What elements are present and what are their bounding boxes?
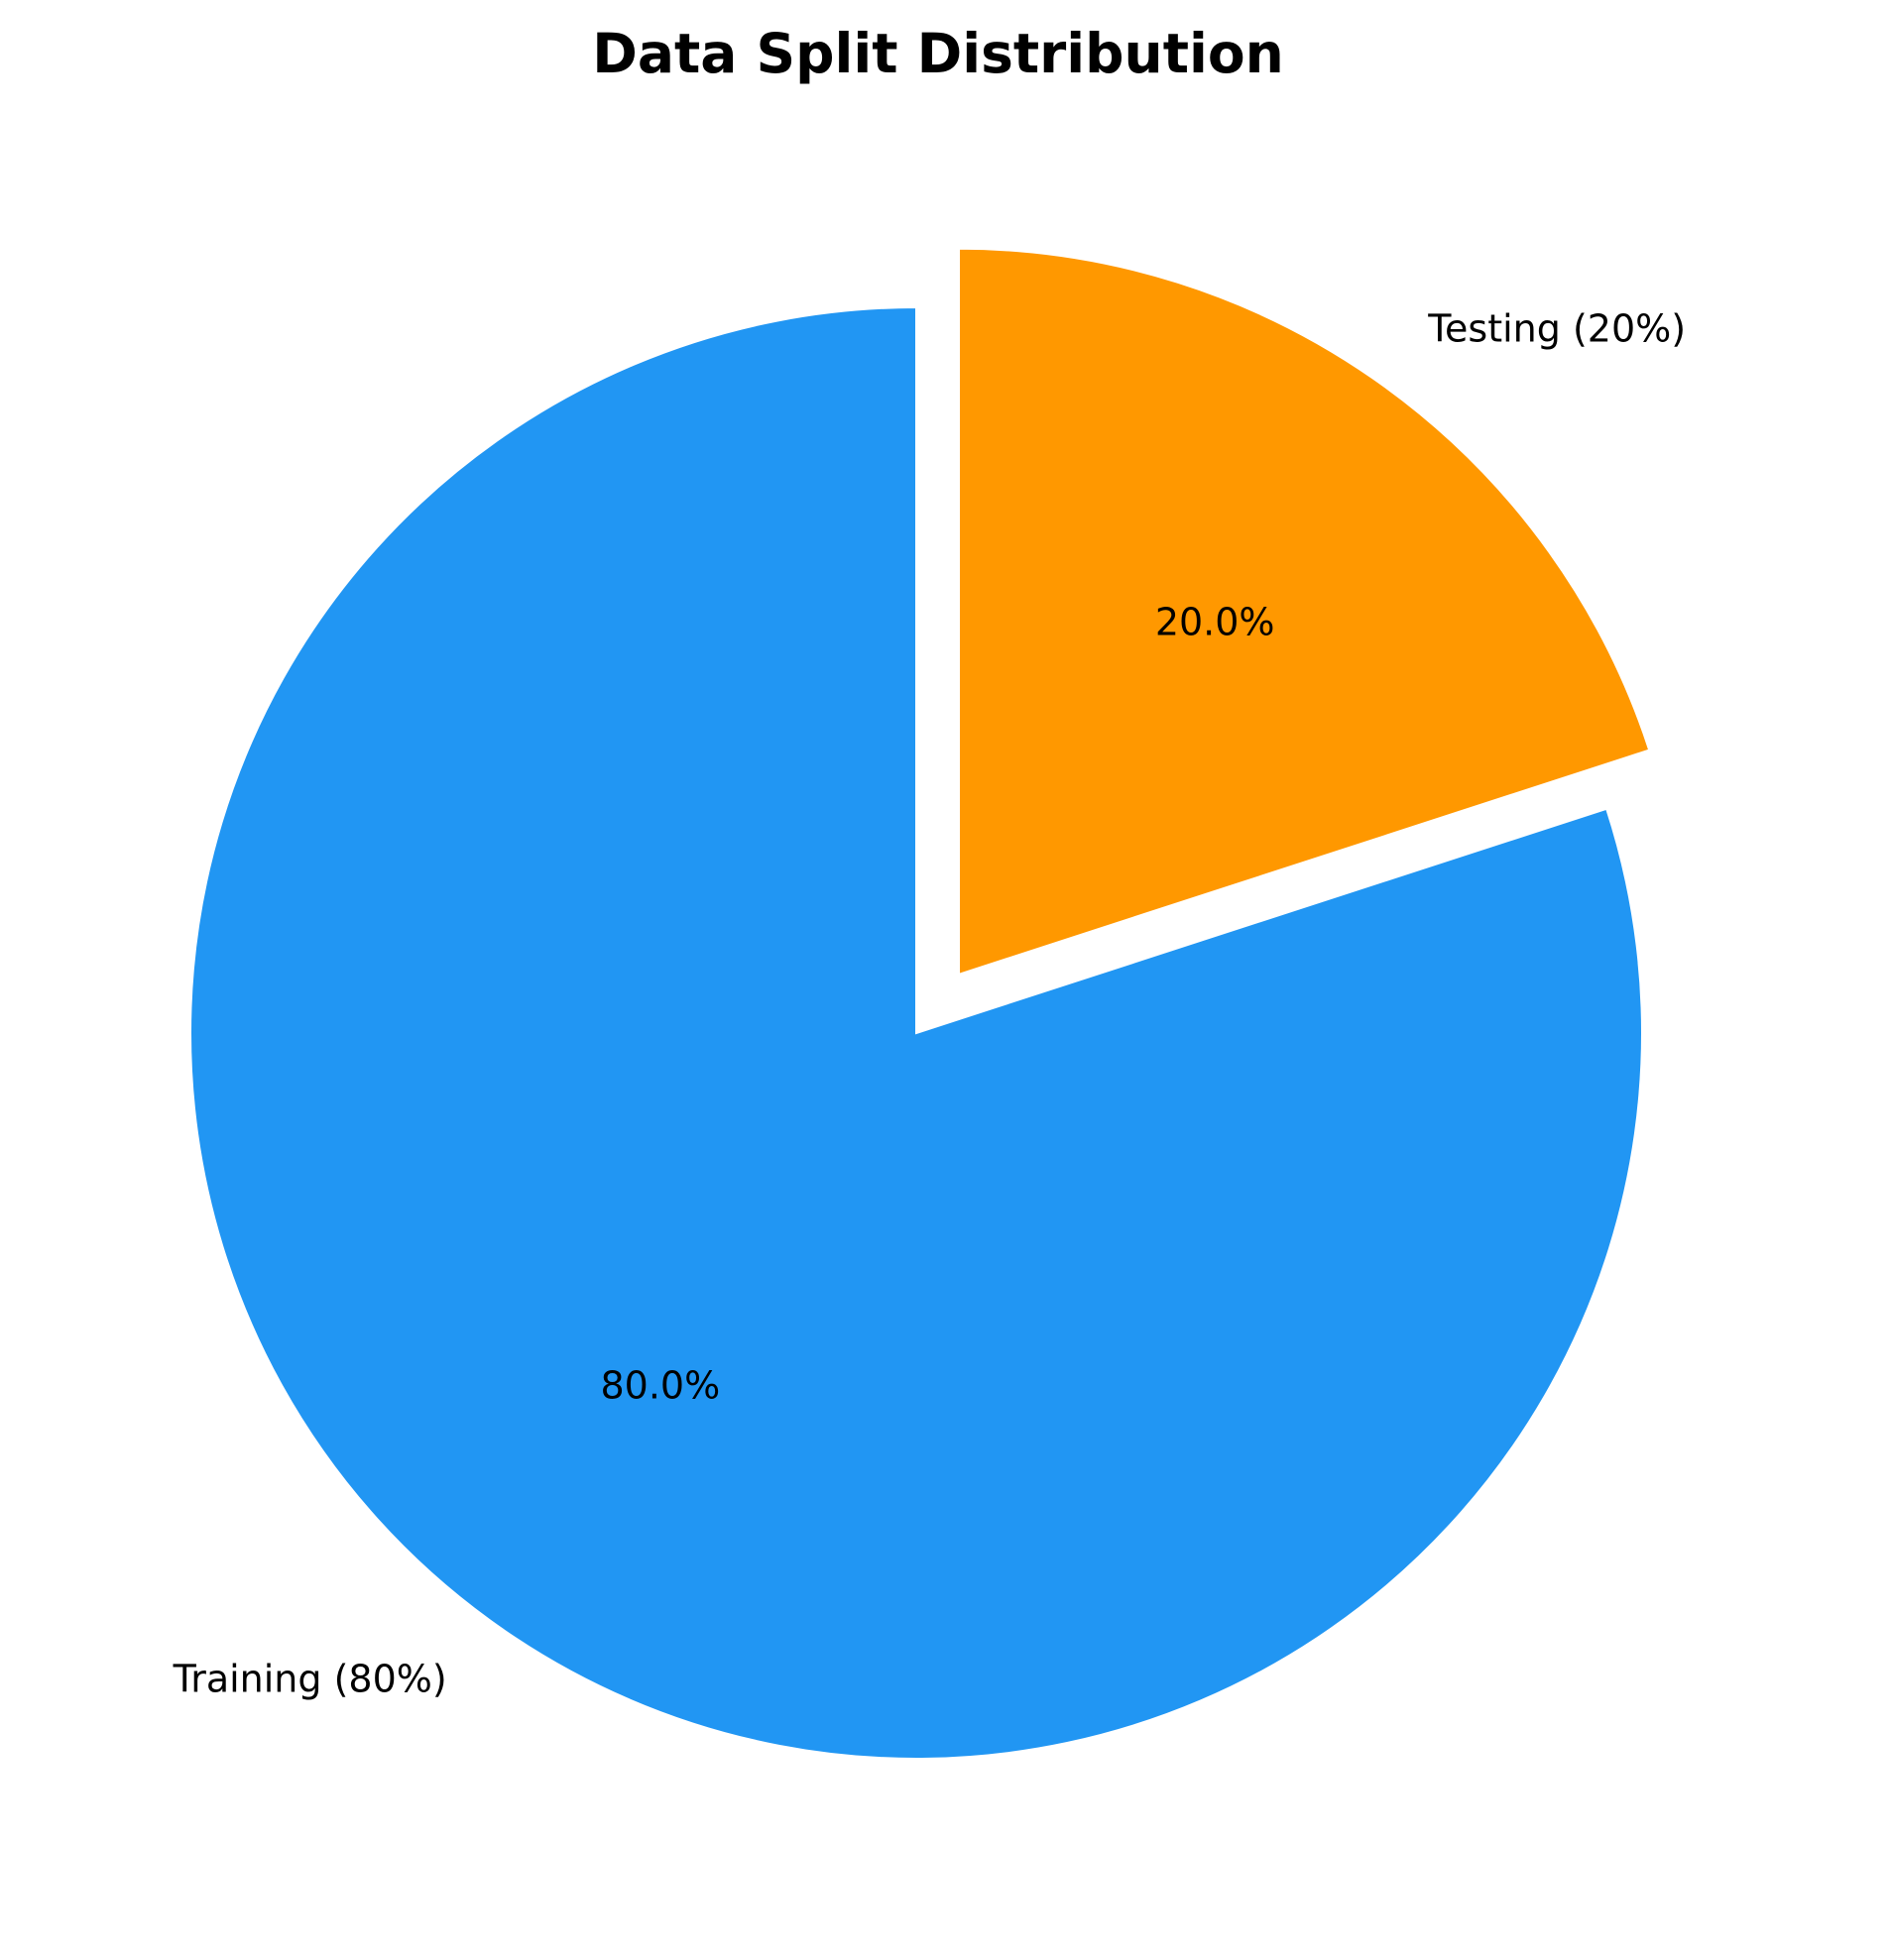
pie-slice-testing xyxy=(958,247,1651,977)
pct-label-training: 80.0% xyxy=(600,1363,720,1407)
chart-title: Data Split Distribution xyxy=(592,22,1284,85)
slice-label-testing: Testing (20%) xyxy=(1427,306,1686,350)
pie-slice-training xyxy=(189,305,1643,1760)
pct-label-testing: 20.0% xyxy=(1155,600,1275,643)
pie-labels: 20.0% Testing (20%) 80.0% Training (80%) xyxy=(173,306,1687,1700)
pie-slices xyxy=(189,247,1651,1760)
slice-label-training: Training (80%) xyxy=(173,1657,447,1700)
